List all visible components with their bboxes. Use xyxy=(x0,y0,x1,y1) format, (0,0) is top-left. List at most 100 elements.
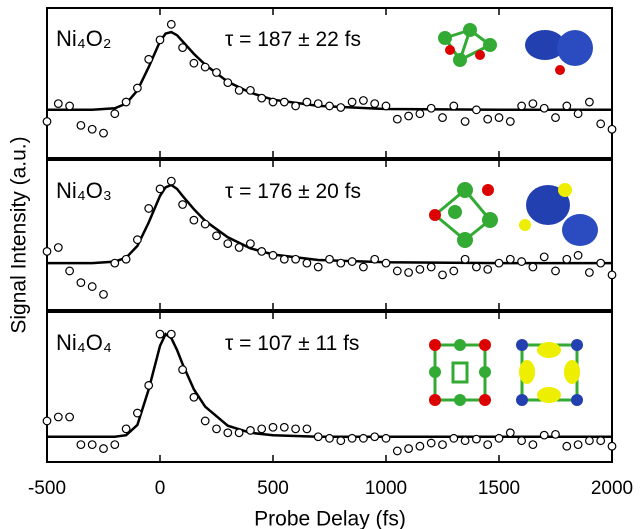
data-point xyxy=(279,254,289,264)
data-point xyxy=(596,436,606,446)
data-point xyxy=(302,258,312,268)
data-point xyxy=(132,408,142,418)
data-point xyxy=(99,444,108,453)
data-point xyxy=(234,243,244,252)
data-point xyxy=(110,109,120,119)
data-point xyxy=(53,243,63,252)
data-point xyxy=(359,262,368,272)
annotation: τ = 187 ± 22 fs xyxy=(225,28,361,51)
data-point xyxy=(178,200,188,209)
data-point xyxy=(245,426,255,435)
data-point xyxy=(189,58,199,68)
data-point xyxy=(585,436,594,446)
panel-frame xyxy=(46,159,613,311)
panel-label: Ni₄O₄ xyxy=(56,330,112,355)
data-point xyxy=(65,101,74,111)
data-point xyxy=(472,262,481,272)
data-point xyxy=(528,99,538,108)
data-point xyxy=(483,440,493,450)
data-point xyxy=(438,440,447,450)
data-point xyxy=(551,266,560,276)
data-point xyxy=(166,19,176,29)
molecule-inset xyxy=(438,23,593,75)
data-point xyxy=(110,440,120,450)
data-point xyxy=(212,68,221,77)
data-point xyxy=(539,430,549,440)
data-point xyxy=(505,254,515,264)
data-point xyxy=(449,433,459,443)
data-point xyxy=(505,117,515,126)
data-point xyxy=(166,176,176,186)
data-point xyxy=(539,252,549,262)
data-point xyxy=(279,97,289,107)
data-point xyxy=(426,262,436,272)
annotation: τ = 176 ± 20 fs xyxy=(225,180,361,203)
data-point xyxy=(370,432,380,442)
data-point xyxy=(42,247,52,256)
panel-label: Ni₄O₂ xyxy=(56,26,111,51)
data-point xyxy=(472,105,481,115)
data-point xyxy=(200,62,210,72)
data-point xyxy=(87,282,97,291)
data-point xyxy=(528,262,538,272)
x-tick-label: 1500 xyxy=(478,478,520,499)
data-point xyxy=(370,99,380,108)
data-point xyxy=(76,440,86,450)
data-point xyxy=(144,204,154,213)
data-point xyxy=(347,433,357,443)
data-point xyxy=(279,422,289,432)
data-point xyxy=(76,120,86,130)
molecule-inset xyxy=(429,339,583,406)
data-point xyxy=(245,239,255,248)
data-point xyxy=(223,428,233,438)
data-point xyxy=(517,436,526,446)
x-tick-label: -500 xyxy=(28,478,66,499)
data-point xyxy=(336,258,346,268)
x-axis-label: Probe Delay (fs) xyxy=(254,508,406,529)
data-point xyxy=(460,117,470,126)
data-point xyxy=(234,85,244,95)
data-point xyxy=(121,424,131,434)
data-point xyxy=(132,235,142,245)
data-point xyxy=(370,254,380,264)
data-point xyxy=(505,428,515,438)
data-point xyxy=(99,128,108,138)
data-point xyxy=(121,97,131,107)
data-point xyxy=(381,258,391,268)
data-point xyxy=(200,219,210,229)
panel-label: Ni₄O₃ xyxy=(56,178,112,203)
data-point xyxy=(302,424,312,434)
data-point xyxy=(268,97,278,107)
data-point xyxy=(336,103,346,112)
data-point xyxy=(155,184,165,194)
data-point xyxy=(415,264,425,274)
data-point xyxy=(200,416,210,426)
data-point xyxy=(585,268,594,277)
data-point xyxy=(302,97,312,107)
data-point xyxy=(178,365,188,375)
data-point xyxy=(517,101,526,111)
data-point xyxy=(347,97,357,107)
data-point xyxy=(359,96,368,105)
data-point xyxy=(494,113,504,122)
data-point xyxy=(313,99,323,108)
data-point xyxy=(155,35,165,45)
data-point xyxy=(313,432,323,442)
data-point xyxy=(404,111,414,121)
data-point xyxy=(562,254,572,264)
x-tick-label: 500 xyxy=(257,478,289,499)
data-point xyxy=(483,264,493,274)
data-point xyxy=(189,392,199,402)
data-point xyxy=(347,257,357,266)
data-point xyxy=(257,247,267,256)
data-point xyxy=(53,412,63,422)
data-point xyxy=(562,441,572,451)
data-point xyxy=(87,440,97,450)
data-point xyxy=(166,329,176,339)
annotation: τ = 107 ± 11 fs xyxy=(225,332,359,355)
data-point xyxy=(596,119,606,129)
data-point xyxy=(494,433,504,443)
data-point xyxy=(483,114,493,124)
data-point xyxy=(381,433,391,443)
